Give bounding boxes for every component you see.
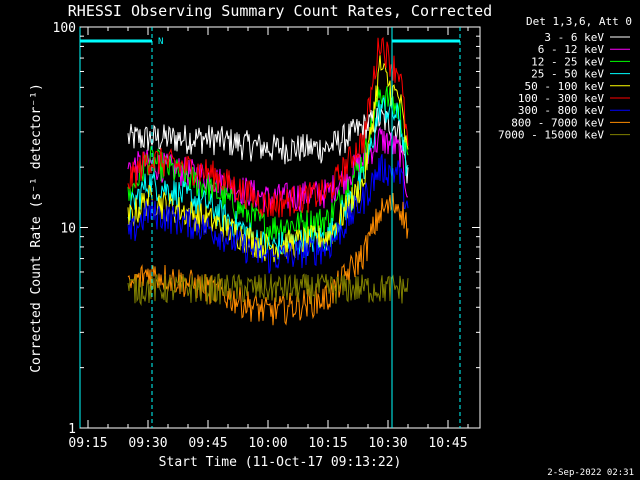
legend-title: Det 1,3,6, Att 0 (526, 15, 632, 28)
series-layer (127, 36, 409, 326)
x-tick-label: 09:45 (188, 436, 227, 451)
legend-label-6: 300 - 800 keV (518, 104, 604, 117)
x-tick-label: 10:45 (428, 436, 467, 451)
series-line-3 (127, 96, 409, 260)
series-line-8 (127, 273, 409, 307)
x-tick-label: 10:30 (368, 436, 407, 451)
y-tick-label: 1 (68, 422, 76, 437)
y-tick-label: 10 (60, 222, 76, 237)
x-axis: 09:15 09:30 09:45 10:00 10:15 10:30 10:45 (68, 27, 469, 451)
legend-label-5: 100 - 300 keV (518, 92, 604, 105)
legend-label-1: 6 - 12 keV (538, 43, 605, 56)
series-line-7 (127, 192, 409, 326)
y-axis-label: Corrected Count Rate (s⁻¹ detector⁻¹) (29, 83, 44, 373)
legend-label-4: 50 - 100 keV (525, 80, 605, 93)
series-line-5 (127, 36, 409, 218)
timestamp: 2-Sep-2022 02:31 (547, 468, 634, 478)
x-tick-label: 10:15 (308, 436, 347, 451)
legend-label-7: 800 - 7000 keV (511, 116, 604, 129)
series-line-4 (127, 54, 409, 263)
legend-label-0: 3 - 6 keV (544, 31, 604, 44)
series-line-2 (127, 86, 409, 244)
x-tick-label: 10:00 (248, 436, 287, 451)
x-axis-label: Start Time (11-Oct-17 09:13:22) (159, 455, 402, 470)
series-line-0 (127, 108, 409, 184)
chart-title: RHESSI Observing Summary Count Rates, Co… (68, 2, 492, 20)
x-tick-label: 09:30 (128, 436, 167, 451)
legend-label-3: 25 - 50 keV (531, 68, 604, 81)
x-tick-label: 09:15 (68, 436, 107, 451)
legend-label-2: 12 - 25 keV (531, 55, 604, 68)
series-line-6 (127, 153, 409, 274)
night-label: N (158, 37, 163, 47)
y-tick-label: 100 (53, 21, 76, 36)
legend-label-8: 7000 - 15000 keV (498, 129, 604, 142)
y-axis: 1 10 100 (53, 21, 480, 437)
night-layer: N (79, 27, 461, 428)
